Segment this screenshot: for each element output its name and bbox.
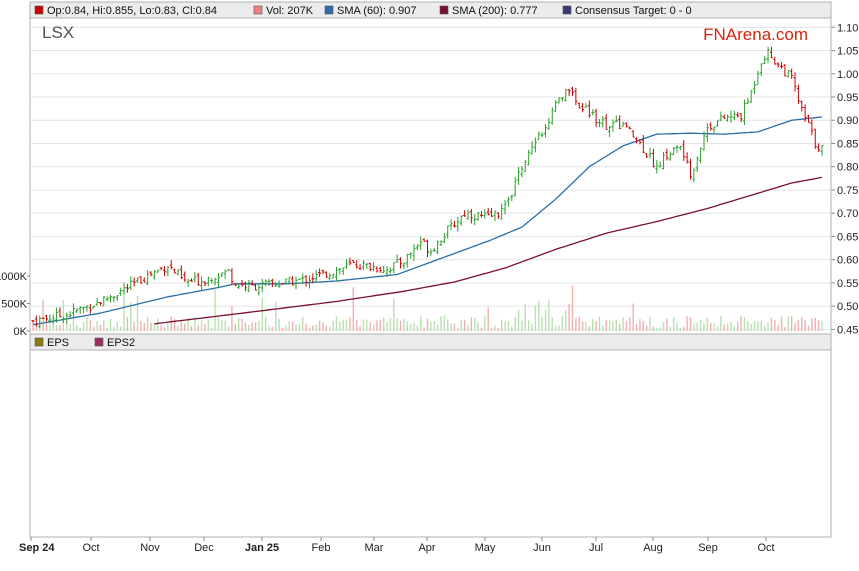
volume-layer [32,285,823,331]
price-tick-label: 0.80 [837,162,858,174]
date-tick-label: Oct [757,542,774,554]
legend-label: EPS2 [107,337,135,349]
price-tick-label: 0.90 [837,115,858,127]
price-panel-frame [29,17,832,335]
price-tick-label: 0.65 [837,231,858,243]
date-tick-label: Apr [418,542,435,554]
legend-swatch [439,5,449,15]
price-tick-label: 0.45 [837,324,858,336]
price-tick-label: 0.70 [837,208,858,220]
price-tick-label: 0.95 [837,92,858,104]
date-tick-label: Nov [140,542,160,554]
legend-swatch [94,337,104,347]
volume-axis: 0K 500K 1000K [0,271,30,338]
lower-legend-bar [29,333,832,351]
price-tick-label: 0.85 [837,138,858,150]
sma200-line [154,176,823,325]
date-tick-label: Sep 24 [19,542,55,554]
legend-label: Op:0.84, Hi:0.855, Lo:0.83, Cl:0.84 [47,5,217,17]
volume-tick-label: 1000K [0,271,28,283]
price-tick-label: 0.50 [837,301,858,313]
sma60-line [32,116,823,326]
date-tick-label: Feb [312,542,331,554]
date-tick-label: Jun [533,542,551,554]
date-tick-label: Oct [82,542,99,554]
date-axis: Sep 24 Oct Nov Dec Jan 25 Feb Mar Apr May Jun Jul A… [19,537,775,554]
legend-label: SMA (60): 0.907 [337,5,417,17]
legend-swatch [34,5,44,15]
price-tick-label: 0.55 [837,278,858,290]
volume-tick-label: 0K [14,326,28,338]
legend: Op:0.84, Hi:0.855, Lo:0.83, Cl:0.84 Vol: … [34,5,692,17]
date-tick-label: Mar [365,542,384,554]
legend-swatch [34,337,44,347]
candle-layer [31,46,824,328]
price-tick-label: 0.75 [837,185,858,197]
ticker-label: LSX [42,23,74,42]
date-tick-label: Jul [589,542,603,554]
legend-label: Consensus Target: 0 - 0 [575,5,692,17]
grid-layer [30,26,831,330]
legend-label: Vol: 207K [266,5,314,17]
date-tick-label: Sep [698,542,718,554]
price-tick-label: 0.60 [837,255,858,267]
sma200-layer [154,176,823,325]
lower-legend: EPS EPS2 [34,337,135,349]
legend-label: SMA (200): 0.777 [452,5,538,17]
legend-swatch [562,5,572,15]
legend-bar [29,1,832,19]
legend-label: EPS [47,337,69,349]
legend-swatch [324,5,334,15]
date-tick-label: Dec [194,542,214,554]
legend-swatch [253,5,263,15]
brand-label: FNArena.com [703,25,808,44]
volume-tick-label: 500K [1,299,27,311]
price-tick-label: 1.05 [837,46,858,58]
price-axis: 0.45 0.50 0.55 0.60 0.65 0.70 0.75 0.80 0.85 0.90… [831,22,858,336]
date-tick-label: May [475,542,496,554]
date-tick-label: Jan 25 [245,542,279,554]
sma60-layer [32,116,823,326]
price-tick-label: 1.00 [837,69,858,81]
date-tick-label: Aug [643,542,663,554]
price-tick-label: 1.10 [837,22,858,34]
eps-panel-frame [29,349,832,538]
